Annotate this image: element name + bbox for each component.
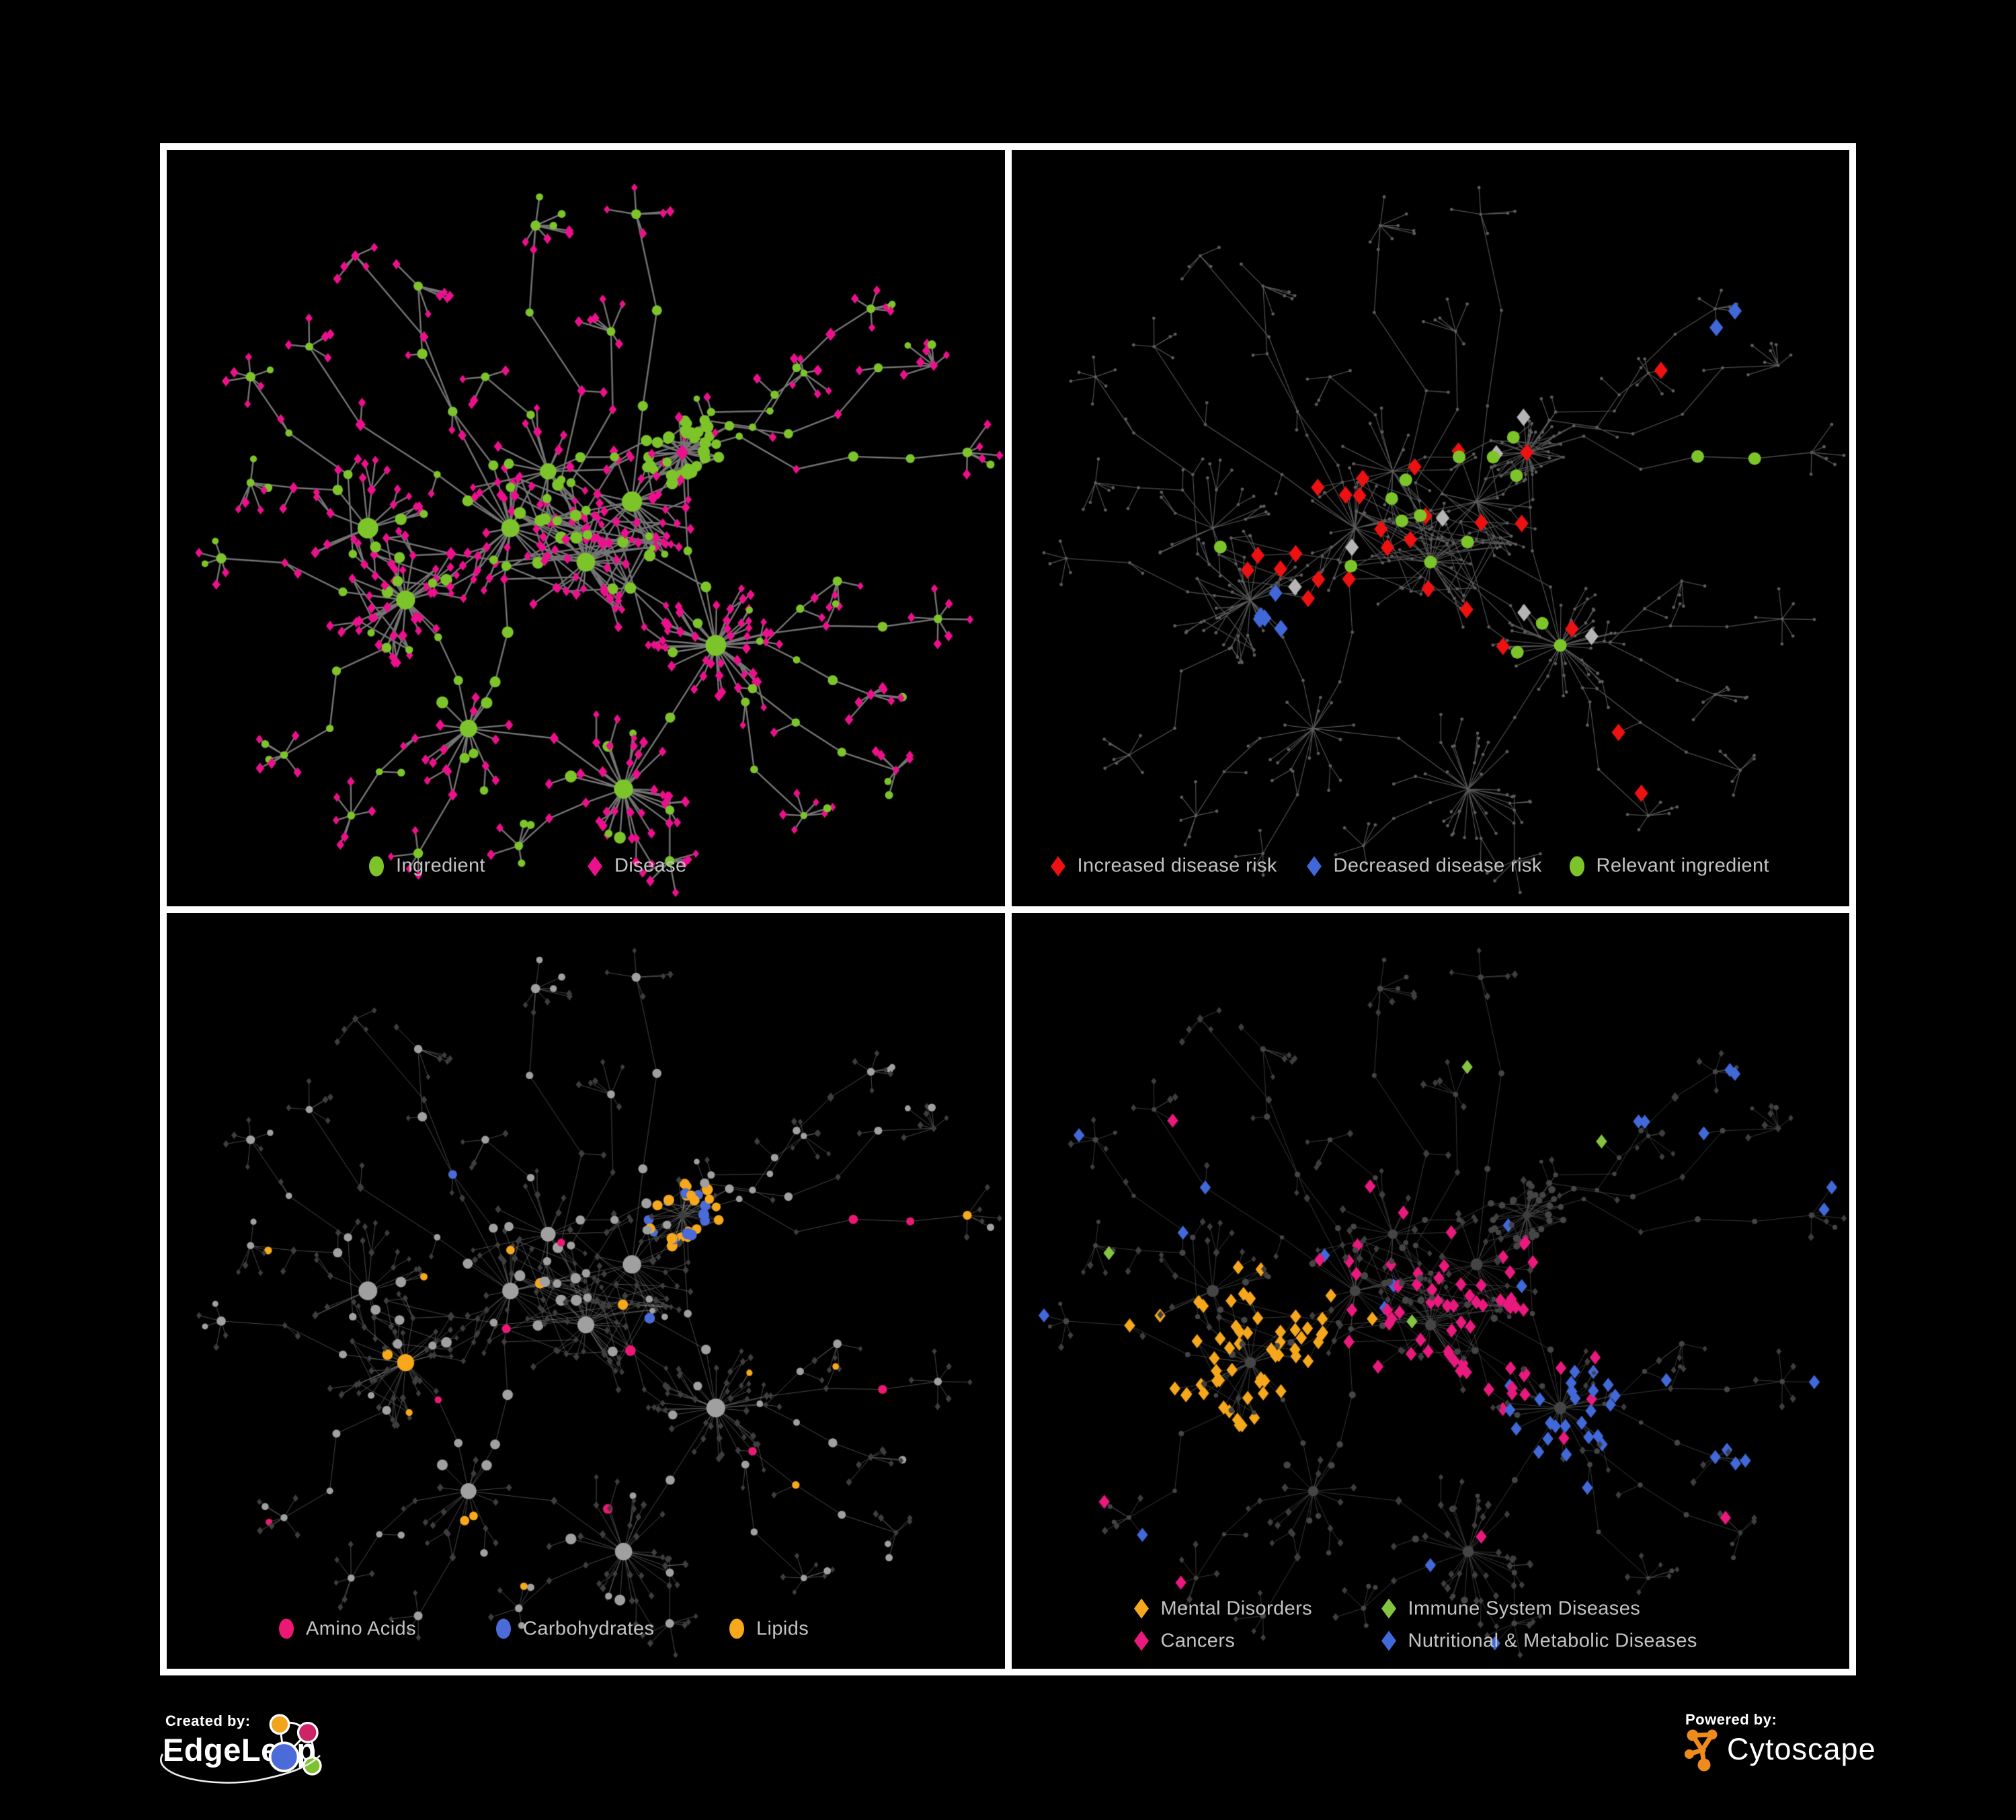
panel-disease-risk-network: Increased disease risk Decreased disease … bbox=[1011, 150, 1849, 906]
legend-label: Nutritional & Metabolic Diseases bbox=[1408, 1630, 1697, 1651]
legend-label: Cancers bbox=[1160, 1630, 1236, 1651]
circle-marker-icon bbox=[496, 1618, 511, 1639]
circle-marker-icon bbox=[729, 1618, 744, 1639]
panel-disease-categories-network: Mental Disorders Immune System Diseases Ca… bbox=[1011, 912, 1849, 1669]
cytoscape-logo-block: Powered by: Cytoscape bbox=[1684, 1710, 1876, 1784]
legend-label: Ingredient bbox=[396, 855, 485, 877]
legend-label: Lipids bbox=[756, 1618, 809, 1639]
legend-item-nutritional-metabolic-diseases: Nutritional & Metabolic Diseases bbox=[1381, 1630, 1697, 1652]
powered-by-label: Powered by: bbox=[1685, 1711, 1777, 1728]
circle-marker-icon bbox=[279, 1618, 294, 1639]
diamond-marker-icon bbox=[1050, 856, 1065, 876]
edgeleap-logo-icon bbox=[268, 1714, 322, 1776]
cytoscape-logo-icon bbox=[1685, 1729, 1718, 1772]
legend-item-relevant-ingredient: Relevant ingredient bbox=[1569, 855, 1769, 877]
legend-item-decreased-disease-risk: Decreased disease risk bbox=[1306, 855, 1542, 877]
diamond-marker-icon bbox=[1306, 856, 1322, 876]
diamond-marker-icon bbox=[1133, 1598, 1149, 1619]
nutrient-classes-network-canvas bbox=[167, 912, 1005, 1669]
panel-ingredient-disease-network: Ingredient Disease bbox=[167, 150, 1005, 906]
legend-label: Amino Acids bbox=[306, 1618, 416, 1639]
legend-label: Immune System Diseases bbox=[1408, 1597, 1641, 1619]
legend-item-increased-disease-risk: Increased disease risk bbox=[1050, 855, 1277, 877]
ingredient-disease-network-canvas bbox=[167, 150, 1005, 906]
legend-label: Decreased disease risk bbox=[1333, 855, 1542, 877]
disease-categories-network-canvas bbox=[1011, 912, 1849, 1669]
circle-marker-icon bbox=[1569, 856, 1584, 876]
disease-risk-network-canvas bbox=[1011, 150, 1849, 906]
diamond-marker-icon bbox=[588, 856, 602, 876]
legend-item-mental-disorders: Mental Disorders bbox=[1133, 1597, 1313, 1620]
legend-item-disease: Disease bbox=[587, 855, 687, 877]
legend-label: Increased disease risk bbox=[1077, 855, 1277, 877]
legend-item-lipids: Lipids bbox=[729, 1618, 809, 1640]
figure-grid: Ingredient Disease Increased disease risk… bbox=[160, 143, 1856, 1675]
circle-marker-icon bbox=[369, 856, 384, 876]
created-by-label: Created by: bbox=[165, 1712, 251, 1729]
legend-item-carbohydrates: Carbohydrates bbox=[495, 1618, 654, 1640]
legend-item-amino-acids: Amino Acids bbox=[278, 1618, 416, 1640]
legend-item-ingredient: Ingredient bbox=[368, 855, 485, 877]
legend-label: Disease bbox=[614, 855, 687, 877]
legend-item-immune-system-diseases: Immune System Diseases bbox=[1381, 1597, 1641, 1620]
diamond-marker-icon bbox=[1133, 1630, 1149, 1651]
legend-label: Relevant ingredient bbox=[1596, 855, 1769, 877]
legend-item-cancers: Cancers bbox=[1133, 1630, 1236, 1652]
edgeleap-logo-block: Created by: EdgeLeap bbox=[160, 1710, 390, 1817]
legend-label: Carbohydrates bbox=[523, 1618, 655, 1639]
edgeleap-logo-swoosh bbox=[160, 1753, 321, 1784]
diamond-marker-icon bbox=[1381, 1630, 1396, 1651]
panel-nutrient-classes-network: Amino Acids Carbohydrates Lipids bbox=[167, 912, 1005, 1669]
diamond-marker-icon bbox=[1381, 1598, 1396, 1619]
cytoscape-logo-text: Cytoscape bbox=[1727, 1732, 1876, 1766]
legend-label: Mental Disorders bbox=[1160, 1597, 1313, 1619]
